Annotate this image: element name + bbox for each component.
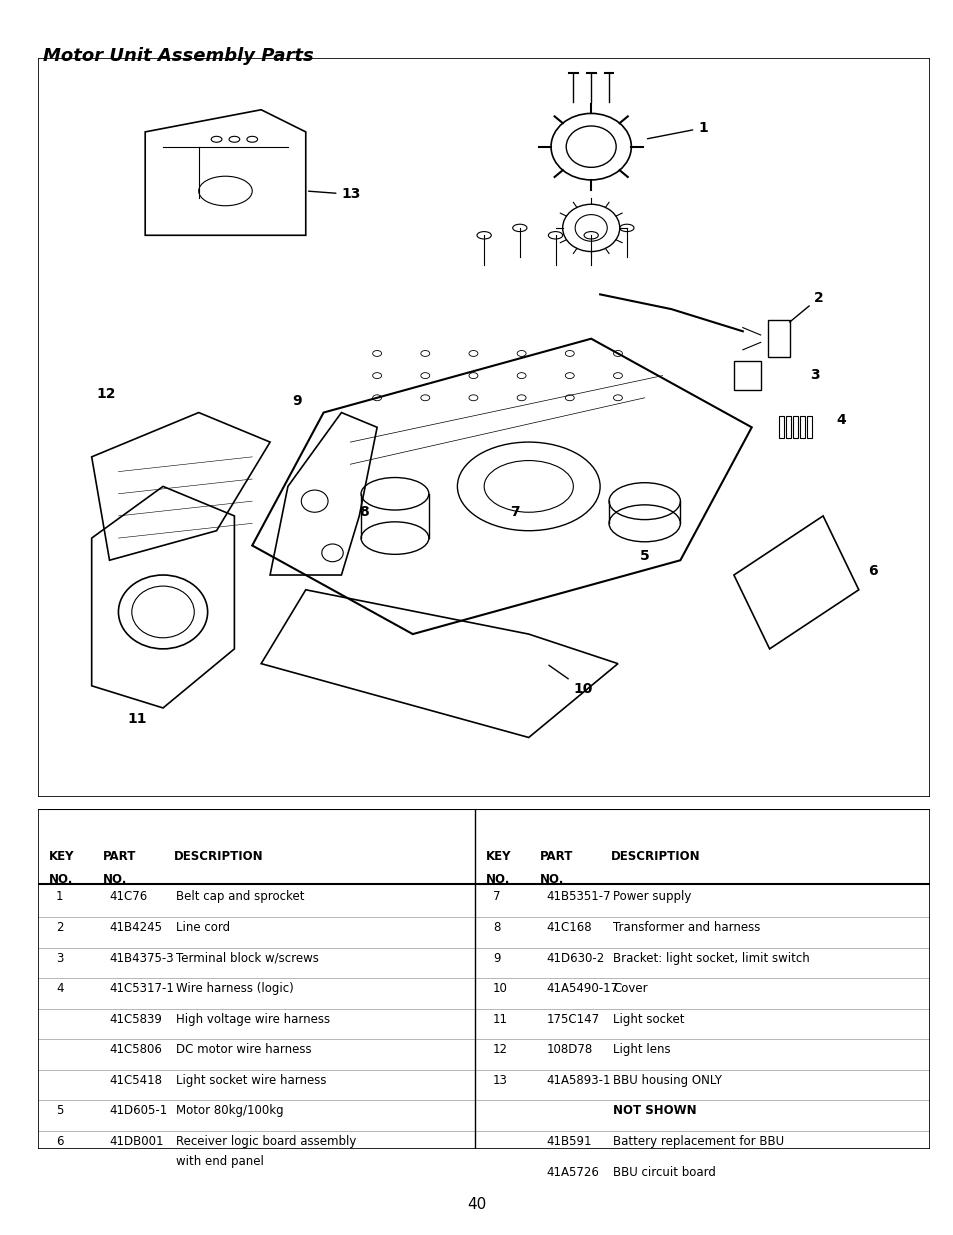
Text: 7: 7 (510, 505, 519, 519)
Text: NOT SHOWN: NOT SHOWN (613, 1104, 697, 1118)
Text: 41A5490-17: 41A5490-17 (546, 982, 618, 995)
Text: 41C5806: 41C5806 (110, 1044, 162, 1056)
Text: 9: 9 (493, 951, 500, 965)
Text: 41A5726: 41A5726 (546, 1166, 598, 1178)
Text: 41C76: 41C76 (110, 890, 148, 904)
Text: NO.: NO. (538, 873, 563, 887)
Text: DESCRIPTION: DESCRIPTION (173, 850, 263, 863)
Text: PART: PART (538, 850, 572, 863)
Text: 41B591: 41B591 (546, 1135, 592, 1149)
Text: Battery replacement for BBU: Battery replacement for BBU (613, 1135, 783, 1149)
Text: 10: 10 (493, 982, 507, 995)
Text: 41C5418: 41C5418 (110, 1073, 162, 1087)
Text: Light socket wire harness: Light socket wire harness (176, 1073, 327, 1087)
Text: 41B5351-7: 41B5351-7 (546, 890, 611, 904)
Text: 4: 4 (836, 412, 845, 426)
Text: 8: 8 (358, 505, 368, 519)
Text: 41D605-1: 41D605-1 (110, 1104, 168, 1118)
Text: 5: 5 (56, 1104, 63, 1118)
Text: NO.: NO. (102, 873, 127, 887)
Text: PART: PART (102, 850, 135, 863)
Text: Cover: Cover (613, 982, 647, 995)
Text: Power supply: Power supply (613, 890, 691, 904)
Text: 41B4245: 41B4245 (110, 921, 162, 934)
Text: 6: 6 (867, 564, 877, 578)
Text: 13: 13 (493, 1073, 507, 1087)
Text: 3: 3 (56, 951, 63, 965)
Bar (785, 416, 790, 438)
Text: 41C5317-1: 41C5317-1 (110, 982, 174, 995)
Text: 3: 3 (809, 368, 819, 383)
Text: Light lens: Light lens (613, 1044, 670, 1056)
Text: 5: 5 (639, 550, 649, 563)
Text: BBU circuit board: BBU circuit board (613, 1166, 716, 1178)
Text: Terminal block w/screws: Terminal block w/screws (176, 951, 319, 965)
Text: High voltage wire harness: High voltage wire harness (176, 1013, 330, 1026)
Bar (733, 361, 760, 390)
Text: KEY: KEY (485, 850, 511, 863)
Text: 10: 10 (548, 666, 592, 697)
Bar (778, 416, 783, 438)
Bar (806, 416, 812, 438)
Text: 41C168: 41C168 (546, 921, 592, 934)
Text: 41C5839: 41C5839 (110, 1013, 162, 1026)
Text: Motor Unit Assembly Parts: Motor Unit Assembly Parts (43, 47, 314, 65)
Text: 12: 12 (493, 1044, 508, 1056)
Text: Wire harness (logic): Wire harness (logic) (176, 982, 294, 995)
Text: 13: 13 (308, 188, 360, 201)
Text: 40: 40 (467, 1197, 486, 1212)
Text: 2: 2 (56, 921, 64, 934)
Bar (799, 416, 804, 438)
Text: Bracket: light socket, limit switch: Bracket: light socket, limit switch (613, 951, 809, 965)
Text: 9: 9 (292, 394, 302, 408)
Text: 12: 12 (96, 387, 115, 401)
Bar (792, 416, 798, 438)
Text: KEY: KEY (49, 850, 74, 863)
Text: BBU housing ONLY: BBU housing ONLY (613, 1073, 721, 1087)
Text: 2: 2 (789, 290, 823, 322)
Text: Receiver logic board assembly: Receiver logic board assembly (176, 1135, 356, 1149)
Text: NO.: NO. (49, 873, 73, 887)
Text: 1: 1 (56, 890, 64, 904)
Text: Transformer and harness: Transformer and harness (613, 921, 760, 934)
Text: 6: 6 (56, 1135, 64, 1149)
Text: 1: 1 (647, 121, 707, 138)
Text: 41DB001: 41DB001 (110, 1135, 164, 1149)
Text: 41D630-2: 41D630-2 (546, 951, 604, 965)
Text: DESCRIPTION: DESCRIPTION (610, 850, 700, 863)
Text: NO.: NO. (485, 873, 510, 887)
Text: Belt cap and sprocket: Belt cap and sprocket (176, 890, 305, 904)
Text: Motor 80kg/100kg: Motor 80kg/100kg (176, 1104, 284, 1118)
Text: with end panel: with end panel (176, 1156, 264, 1168)
Text: 7: 7 (493, 890, 500, 904)
Text: 11: 11 (128, 711, 147, 726)
Text: Line cord: Line cord (176, 921, 231, 934)
Text: 41B4375-3: 41B4375-3 (110, 951, 174, 965)
Text: DC motor wire harness: DC motor wire harness (176, 1044, 312, 1056)
Text: 175C147: 175C147 (546, 1013, 599, 1026)
Text: 108D78: 108D78 (546, 1044, 592, 1056)
Bar (767, 320, 789, 357)
Text: 4: 4 (56, 982, 64, 995)
Text: Light socket: Light socket (613, 1013, 684, 1026)
Text: 11: 11 (493, 1013, 508, 1026)
Text: 41A5893-1: 41A5893-1 (546, 1073, 611, 1087)
Text: 8: 8 (493, 921, 500, 934)
